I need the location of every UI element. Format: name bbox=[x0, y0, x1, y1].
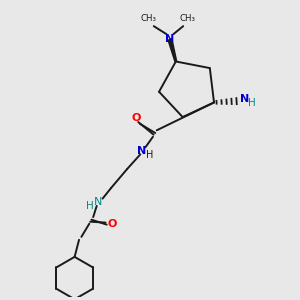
Text: H: H bbox=[86, 201, 94, 211]
Text: N: N bbox=[240, 94, 249, 104]
Text: CH₃: CH₃ bbox=[141, 14, 157, 23]
Text: H: H bbox=[146, 150, 153, 160]
Text: CH₃: CH₃ bbox=[180, 14, 196, 23]
Text: O: O bbox=[131, 113, 141, 123]
Text: O: O bbox=[107, 219, 117, 229]
Text: N: N bbox=[94, 196, 102, 206]
Text: H: H bbox=[248, 98, 256, 108]
Polygon shape bbox=[168, 38, 177, 62]
Text: N: N bbox=[137, 146, 146, 157]
Text: N: N bbox=[165, 34, 175, 44]
